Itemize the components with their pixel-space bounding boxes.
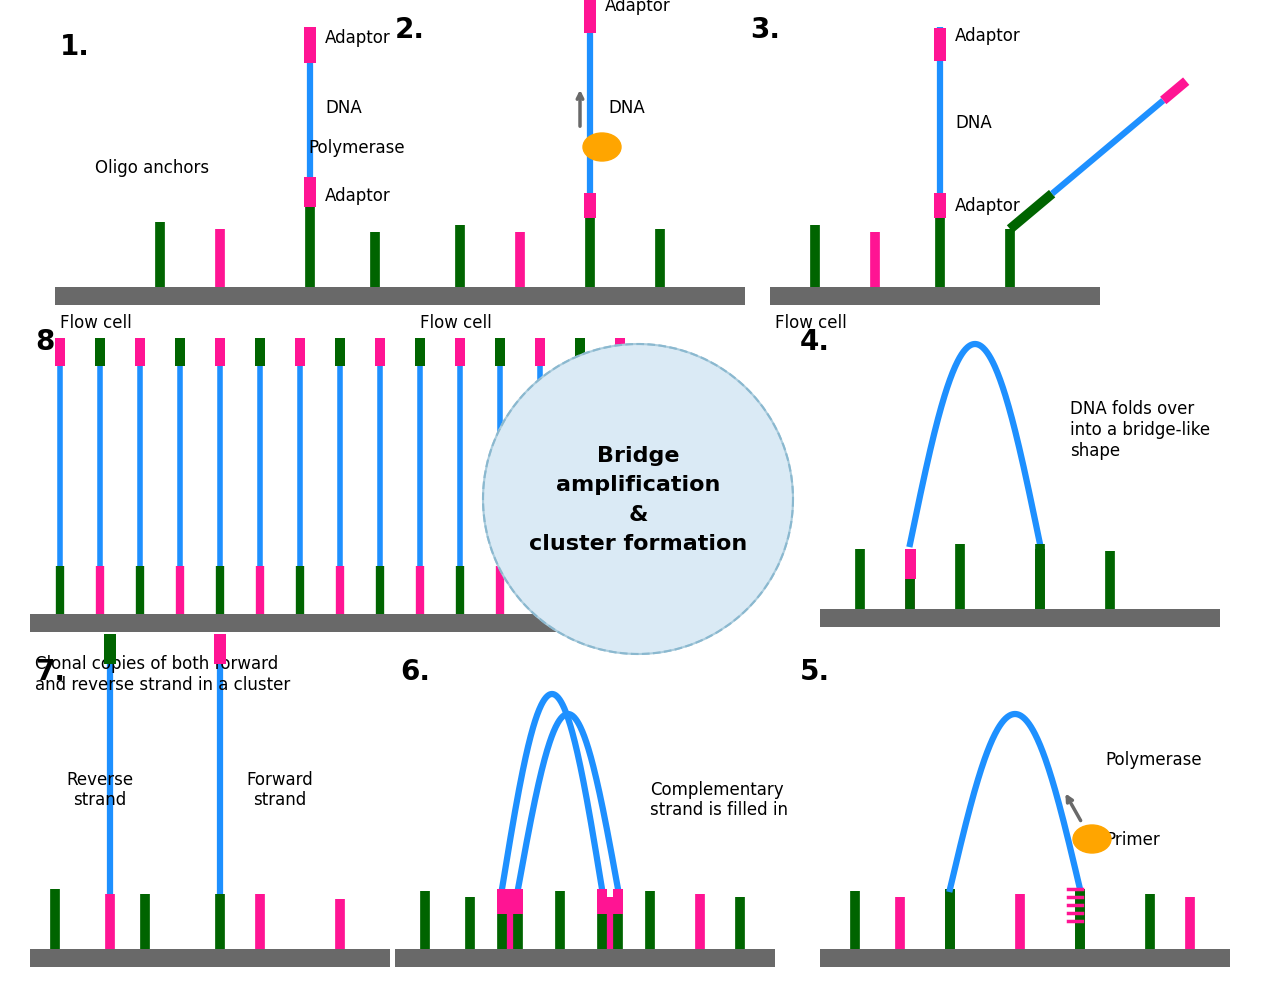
Bar	[55, 288, 415, 306]
Bar	[215, 634, 226, 664]
Text: Flow cell: Flow cell	[775, 314, 847, 332]
Ellipse shape	[584, 133, 621, 161]
Text: Adaptor: Adaptor	[605, 0, 670, 15]
Bar	[770, 288, 1099, 306]
Text: Polymerase: Polymerase	[1105, 750, 1202, 768]
Bar	[255, 339, 266, 367]
Bar	[375, 339, 384, 367]
Text: 3.: 3.	[750, 16, 780, 44]
Bar	[513, 889, 524, 914]
Bar	[304, 178, 315, 208]
Bar	[904, 550, 916, 580]
Bar	[497, 889, 507, 914]
Text: Adaptor: Adaptor	[326, 29, 391, 47]
Bar	[29, 949, 389, 967]
Text: Flow cell: Flow cell	[420, 314, 492, 332]
Bar	[215, 339, 225, 367]
Bar	[616, 339, 624, 367]
Text: Primer: Primer	[1105, 830, 1160, 849]
Text: DNA: DNA	[955, 114, 992, 131]
Ellipse shape	[1073, 825, 1111, 854]
Text: Reverse
strand: Reverse strand	[66, 770, 134, 808]
Text: Polymerase: Polymerase	[308, 138, 405, 156]
Circle shape	[483, 345, 793, 654]
Bar	[304, 28, 315, 64]
Bar	[29, 615, 670, 632]
Text: 1.: 1.	[60, 33, 89, 61]
Bar	[933, 28, 946, 61]
Bar	[495, 339, 504, 367]
Text: DNA: DNA	[326, 99, 361, 117]
Text: 6.: 6.	[400, 657, 430, 685]
Bar	[55, 339, 65, 367]
Bar	[335, 339, 345, 367]
Text: 5.: 5.	[799, 657, 830, 685]
Text: DNA: DNA	[608, 99, 645, 117]
Text: Clonal copies of both forward
and reverse strand in a cluster: Clonal copies of both forward and revers…	[34, 654, 290, 693]
Text: Forward
strand: Forward strand	[246, 770, 313, 808]
Bar	[94, 339, 105, 367]
Text: Adaptor: Adaptor	[955, 197, 1020, 215]
Bar	[415, 288, 744, 306]
Bar	[395, 949, 775, 967]
Bar	[415, 339, 425, 367]
Bar	[584, 194, 596, 219]
Text: DNA folds over
into a bridge-like
shape: DNA folds over into a bridge-like shape	[1070, 400, 1211, 459]
Bar	[535, 339, 545, 367]
Text: Oligo anchors: Oligo anchors	[94, 158, 209, 177]
Bar	[598, 889, 607, 914]
Bar	[584, 0, 596, 33]
Text: 8.: 8.	[34, 328, 65, 356]
Text: Flow cell: Flow cell	[60, 314, 132, 332]
Bar	[175, 339, 185, 367]
Text: Bridge
amplification
&
cluster formation: Bridge amplification & cluster formation	[529, 445, 747, 554]
Text: 4.: 4.	[799, 328, 830, 356]
Text: Adaptor: Adaptor	[326, 187, 391, 205]
Bar	[820, 610, 1220, 627]
Bar	[575, 339, 585, 367]
Bar	[820, 949, 1230, 967]
Bar	[295, 339, 305, 367]
Text: Adaptor: Adaptor	[955, 27, 1020, 45]
Text: Complementary
strand is filled in: Complementary strand is filled in	[650, 779, 788, 818]
Bar	[135, 339, 146, 367]
Bar	[103, 634, 116, 664]
Text: 2.: 2.	[395, 16, 425, 44]
Bar	[613, 889, 623, 914]
Bar	[455, 339, 465, 367]
Text: 7.: 7.	[34, 657, 65, 685]
Bar	[933, 194, 946, 219]
